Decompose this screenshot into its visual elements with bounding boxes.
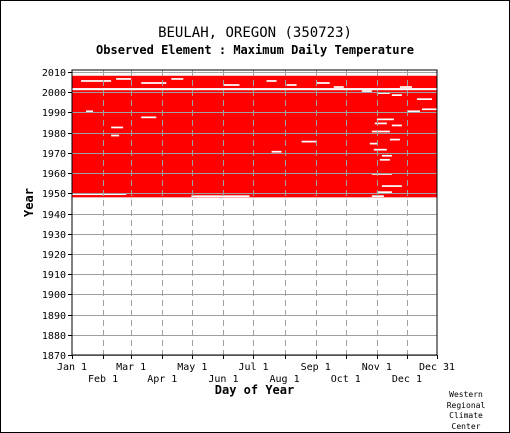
missing-segment <box>72 193 127 196</box>
data-block <box>72 90 437 198</box>
y-tick-label: 1900 <box>42 290 66 301</box>
missing-segment <box>111 126 124 129</box>
missing-segment <box>301 140 317 143</box>
y-tick-label: 1960 <box>42 169 66 180</box>
missing-segment <box>374 122 387 125</box>
missing-segment <box>371 130 390 133</box>
missing-segment <box>111 134 120 137</box>
x-tick-label: Apr 1 <box>147 374 177 385</box>
missing-segment <box>376 92 390 94</box>
missing-segment <box>379 158 390 161</box>
y-tick-label: 1920 <box>42 250 66 261</box>
missing-segment <box>81 80 112 82</box>
missing-segment <box>376 118 394 121</box>
missing-segment <box>191 195 250 198</box>
y-tick-label: 1940 <box>42 210 66 221</box>
missing-segment <box>371 195 384 198</box>
x-tick-label: Mar 1 <box>116 362 146 373</box>
x-tick-label: May 1 <box>177 362 207 373</box>
missing-segment <box>373 148 387 151</box>
missing-segment <box>406 110 420 113</box>
missing-segment <box>141 116 157 119</box>
missing-segment <box>391 124 402 127</box>
credit-line: Western <box>449 390 483 399</box>
y-tick-label: 1980 <box>42 129 66 140</box>
x-tick-label: Oct 1 <box>331 374 361 385</box>
plot-border <box>71 69 438 356</box>
missing-segment <box>389 138 400 141</box>
chart-subtitle: Observed Element : Maximum Daily Tempera… <box>96 43 414 57</box>
missing-segment <box>376 191 392 193</box>
missing-segment <box>381 185 402 187</box>
y-axis-label: Year <box>22 188 36 217</box>
y-tick-label: 2000 <box>42 88 66 99</box>
y-tick-label: 2010 <box>42 68 66 79</box>
y-tick-label: 1880 <box>42 331 66 342</box>
missing-segment <box>421 108 437 111</box>
missing-segment <box>316 82 330 84</box>
chart-title: BEULAH, OREGON (350723) <box>158 25 352 41</box>
x-tick-label: Jan 1 <box>57 362 87 373</box>
missing-segment <box>72 88 437 90</box>
missing-segment <box>171 78 184 80</box>
credit-block: Western Regional Climate Center <box>436 390 496 432</box>
missing-segment <box>286 84 297 86</box>
missing-segment <box>361 90 372 92</box>
x-tick-label: Dec 1 <box>392 374 422 385</box>
y-tick-label: 1870 <box>42 351 66 362</box>
x-tick-label: Aug 1 <box>270 374 300 385</box>
missing-segment <box>391 94 402 96</box>
y-tick-label: 1930 <box>42 230 66 241</box>
y-tick-label: 1990 <box>42 108 66 119</box>
missing-segment <box>416 98 432 101</box>
missing-segment <box>399 86 412 88</box>
missing-segment <box>271 150 282 153</box>
x-tick-label: Feb 1 <box>88 374 118 385</box>
x-tick-label: Sep 1 <box>301 362 331 373</box>
x-tick-label: Jun 1 <box>208 374 238 385</box>
missing-segment <box>141 82 167 84</box>
y-tick-label: 1910 <box>42 270 66 281</box>
missing-segment <box>266 80 277 82</box>
x-tick-label: Jul 1 <box>238 362 268 373</box>
y-tick-label: 1970 <box>42 149 66 160</box>
y-tick-label: 1890 <box>42 311 66 322</box>
missing-segment <box>381 154 392 157</box>
missing-segment <box>86 110 94 113</box>
missing-segment <box>333 86 344 88</box>
x-tick-label: Nov 1 <box>362 362 392 373</box>
data-block <box>72 74 437 89</box>
x-axis-label: Day of Year <box>215 383 294 397</box>
missing-segment <box>72 74 437 76</box>
x-tick-label: Dec 31 <box>419 362 455 373</box>
credit-line: Regional <box>446 400 486 410</box>
credit-line: Center <box>451 421 481 431</box>
missing-segment <box>116 78 132 80</box>
credit-line: Climate <box>449 411 483 420</box>
missing-segment <box>223 84 240 86</box>
y-tick-label: 1950 <box>42 189 66 200</box>
missing-segment <box>369 142 378 145</box>
